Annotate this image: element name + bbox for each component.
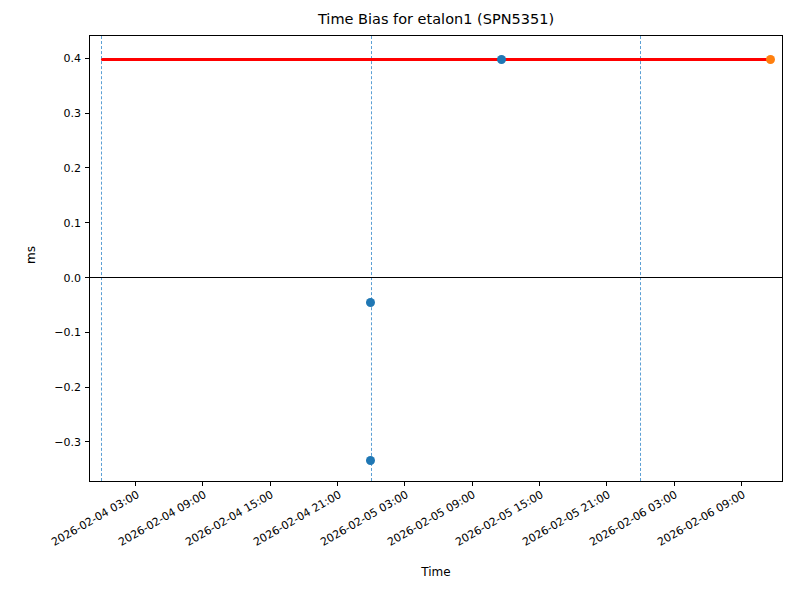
y-axis-label: ms (24, 235, 40, 275)
x-tick-mark (404, 481, 405, 486)
time-bias-measurements-point (366, 298, 375, 307)
y-tick-label: 0.2 (64, 161, 82, 174)
y-tick-mark (85, 222, 90, 223)
y-tick-mark (85, 332, 90, 333)
x-tick-mark (539, 481, 540, 486)
y-tick-mark (85, 167, 90, 168)
plot-area: 2026-02-04 03:002026-02-04 09:002026-02-… (89, 35, 783, 482)
y-tick-label: 0.0 (64, 271, 82, 284)
y-tick-label: 0.1 (64, 216, 82, 229)
reference-line (101, 58, 771, 61)
y-tick-label: 0.3 (64, 107, 82, 120)
x-axis-label: Time (89, 565, 783, 579)
y-tick-mark (85, 113, 90, 114)
y-tick-mark (85, 277, 90, 278)
y-tick-label: −0.3 (54, 435, 81, 448)
x-tick-mark (270, 481, 271, 486)
time-bias-measurements-point (366, 456, 375, 465)
day-boundary-line (101, 36, 102, 481)
zero-line (90, 277, 782, 278)
x-tick-mark (674, 481, 675, 486)
y-tick-mark (85, 441, 90, 442)
y-tick-mark (85, 58, 90, 59)
y-tick-mark (85, 387, 90, 388)
y-tick-label: 0.4 (64, 52, 82, 65)
x-tick-mark (337, 481, 338, 486)
day-boundary-line (640, 36, 641, 481)
x-tick-mark (202, 481, 203, 486)
x-tick-mark (606, 481, 607, 486)
latest-measurement-point (766, 55, 775, 64)
time-bias-figure: Time Bias for etalon1 (SPN5351) ms 2026-… (0, 0, 800, 600)
y-tick-label: −0.1 (54, 326, 81, 339)
x-tick-mark (741, 481, 742, 486)
time-bias-measurements-point (497, 55, 506, 64)
chart-title: Time Bias for etalon1 (SPN5351) (89, 10, 783, 28)
day-boundary-line (371, 36, 372, 481)
y-tick-label: −0.2 (54, 381, 81, 394)
x-tick-mark (135, 481, 136, 486)
x-tick-mark (472, 481, 473, 486)
